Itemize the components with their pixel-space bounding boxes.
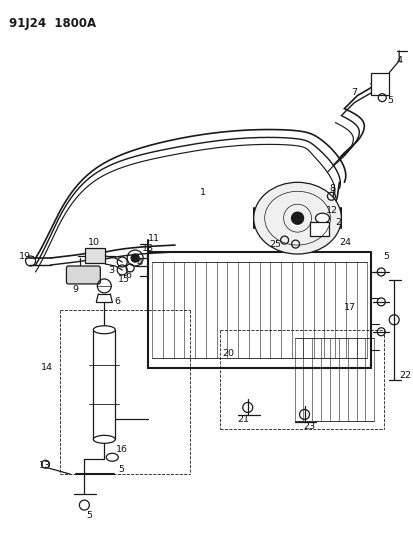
Bar [370, 72, 388, 95]
Text: 5: 5 [118, 465, 124, 474]
Text: 4: 4 [395, 56, 401, 65]
Text: 8: 8 [329, 184, 335, 193]
Text: 5: 5 [86, 511, 92, 520]
Circle shape [291, 212, 303, 224]
Ellipse shape [93, 326, 115, 334]
Circle shape [131, 254, 139, 262]
Ellipse shape [315, 213, 329, 223]
Text: 17: 17 [344, 303, 356, 312]
Text: 16: 16 [116, 445, 128, 454]
Text: 22: 22 [398, 371, 410, 380]
Ellipse shape [93, 435, 115, 443]
Text: 4: 4 [136, 257, 142, 266]
Text: 6: 6 [114, 297, 120, 306]
Text: 15: 15 [118, 276, 130, 285]
Text: 20: 20 [221, 349, 233, 358]
Text: 11: 11 [148, 233, 160, 243]
Ellipse shape [253, 182, 341, 254]
Ellipse shape [106, 453, 118, 461]
Text: 5: 5 [382, 252, 388, 261]
Text: 3: 3 [108, 266, 114, 276]
Text: 13: 13 [38, 461, 50, 470]
Text: 2: 2 [335, 217, 341, 227]
Text: 21: 21 [237, 415, 249, 424]
Text: 25: 25 [269, 240, 281, 248]
Bar [85, 248, 105, 263]
Text: 12: 12 [325, 206, 337, 215]
Text: 6: 6 [125, 271, 131, 280]
Text: 14: 14 [40, 363, 52, 372]
Text: 10: 10 [88, 238, 100, 247]
Text: 23: 23 [303, 422, 315, 431]
Bar [309, 222, 329, 236]
Text: 18: 18 [142, 244, 154, 253]
Text: 91J24  1800A: 91J24 1800A [9, 17, 95, 30]
Text: 1: 1 [199, 188, 205, 197]
Text: 5: 5 [386, 96, 392, 105]
Text: 9: 9 [72, 285, 78, 294]
Text: 7: 7 [351, 88, 356, 97]
Text: 24: 24 [339, 238, 351, 247]
Text: 19: 19 [19, 252, 31, 261]
FancyBboxPatch shape [66, 266, 100, 284]
